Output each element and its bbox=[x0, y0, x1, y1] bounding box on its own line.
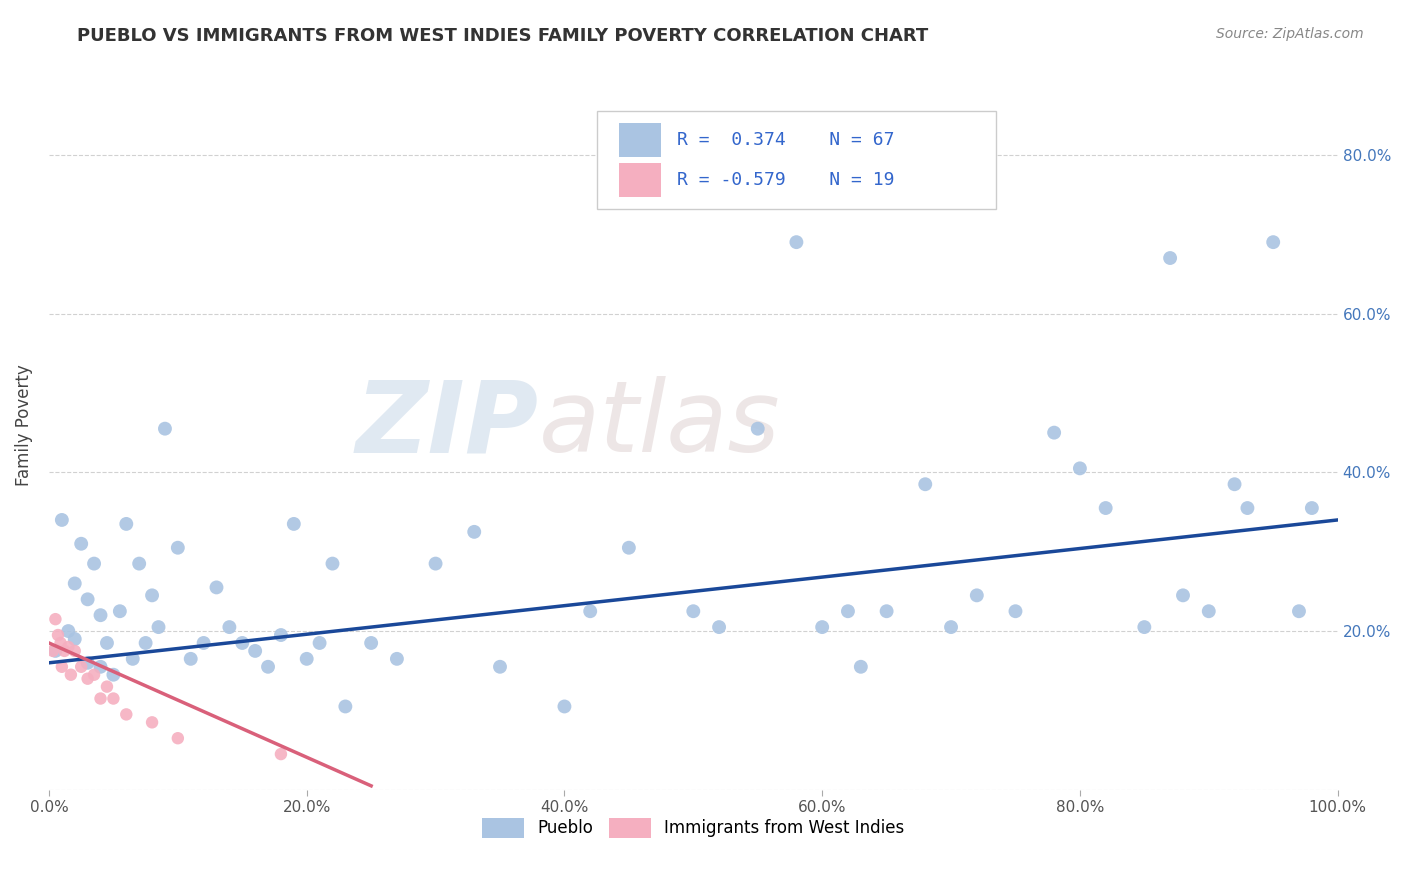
Point bbox=[914, 477, 936, 491]
Point bbox=[682, 604, 704, 618]
Point bbox=[1301, 501, 1323, 516]
Point bbox=[70, 537, 93, 551]
Point bbox=[180, 652, 202, 666]
Point bbox=[231, 636, 253, 650]
Point bbox=[1171, 588, 1194, 602]
Point bbox=[1159, 251, 1181, 265]
Point bbox=[83, 557, 105, 571]
Point bbox=[876, 604, 898, 618]
Point bbox=[1069, 461, 1091, 475]
Point bbox=[1094, 501, 1116, 516]
Point bbox=[360, 636, 382, 650]
Point bbox=[76, 672, 98, 686]
Point bbox=[579, 604, 602, 618]
Point bbox=[148, 620, 170, 634]
Text: atlas: atlas bbox=[538, 376, 780, 473]
Point bbox=[257, 660, 280, 674]
Point bbox=[205, 581, 228, 595]
Point bbox=[58, 640, 80, 654]
Point bbox=[135, 636, 157, 650]
Point bbox=[270, 747, 292, 761]
Point bbox=[747, 422, 769, 436]
FancyBboxPatch shape bbox=[619, 122, 661, 157]
Point bbox=[51, 513, 73, 527]
Point bbox=[1263, 235, 1285, 249]
Point bbox=[51, 660, 73, 674]
Point bbox=[70, 660, 93, 674]
Point bbox=[166, 731, 188, 746]
Point bbox=[166, 541, 188, 555]
Point bbox=[103, 667, 125, 681]
Point bbox=[121, 652, 143, 666]
Point bbox=[49, 636, 72, 650]
Point bbox=[53, 644, 76, 658]
Point bbox=[89, 608, 111, 623]
Legend: Pueblo, Immigrants from West Indies: Pueblo, Immigrants from West Indies bbox=[475, 811, 911, 845]
Point bbox=[295, 652, 318, 666]
FancyBboxPatch shape bbox=[619, 162, 661, 197]
Y-axis label: Family Poverty: Family Poverty bbox=[15, 364, 32, 485]
Point bbox=[96, 680, 118, 694]
Text: R = -0.579    N = 19: R = -0.579 N = 19 bbox=[676, 171, 894, 189]
Point bbox=[63, 644, 86, 658]
Point bbox=[425, 557, 447, 571]
Point bbox=[243, 644, 266, 658]
Text: R =  0.374    N = 67: R = 0.374 N = 67 bbox=[676, 131, 894, 149]
Point bbox=[1133, 620, 1156, 634]
Point bbox=[141, 588, 163, 602]
Point bbox=[193, 636, 215, 650]
Point bbox=[1223, 477, 1246, 491]
Point bbox=[321, 557, 343, 571]
Point bbox=[270, 628, 292, 642]
Point bbox=[76, 592, 98, 607]
Point bbox=[96, 636, 118, 650]
Point bbox=[837, 604, 859, 618]
Point bbox=[707, 620, 730, 634]
Point bbox=[811, 620, 834, 634]
Point bbox=[1043, 425, 1066, 440]
Point bbox=[966, 588, 988, 602]
FancyBboxPatch shape bbox=[596, 111, 995, 210]
Point bbox=[42, 644, 65, 658]
Point bbox=[939, 620, 962, 634]
Point bbox=[489, 660, 512, 674]
Point bbox=[1236, 501, 1258, 516]
Point bbox=[44, 644, 66, 658]
Point bbox=[89, 691, 111, 706]
Point bbox=[89, 660, 111, 674]
Point bbox=[153, 422, 176, 436]
Point bbox=[108, 604, 131, 618]
Point bbox=[617, 541, 640, 555]
Point bbox=[128, 557, 150, 571]
Point bbox=[58, 624, 80, 638]
Point bbox=[1004, 604, 1026, 618]
Point bbox=[335, 699, 357, 714]
Point bbox=[283, 516, 305, 531]
Point bbox=[141, 715, 163, 730]
Point bbox=[1198, 604, 1220, 618]
Text: ZIP: ZIP bbox=[356, 376, 538, 473]
Point bbox=[463, 524, 485, 539]
Point bbox=[553, 699, 575, 714]
Point bbox=[115, 707, 138, 722]
Point bbox=[385, 652, 408, 666]
Point bbox=[44, 612, 66, 626]
Point bbox=[785, 235, 807, 249]
Point bbox=[63, 632, 86, 646]
Point bbox=[849, 660, 872, 674]
Point bbox=[1288, 604, 1310, 618]
Point bbox=[59, 667, 82, 681]
Point bbox=[218, 620, 240, 634]
Point bbox=[46, 628, 69, 642]
Point bbox=[83, 667, 105, 681]
Point bbox=[63, 576, 86, 591]
Text: Source: ZipAtlas.com: Source: ZipAtlas.com bbox=[1216, 27, 1364, 41]
Point bbox=[76, 656, 98, 670]
Point bbox=[103, 691, 125, 706]
Text: PUEBLO VS IMMIGRANTS FROM WEST INDIES FAMILY POVERTY CORRELATION CHART: PUEBLO VS IMMIGRANTS FROM WEST INDIES FA… bbox=[77, 27, 928, 45]
Point bbox=[115, 516, 138, 531]
Point bbox=[308, 636, 330, 650]
